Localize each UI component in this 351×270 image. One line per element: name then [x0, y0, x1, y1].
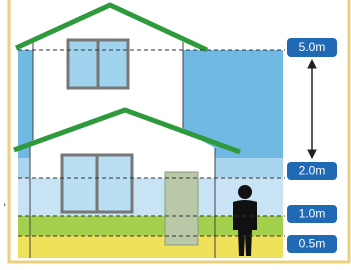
- lower-window: [62, 155, 132, 212]
- door: [165, 172, 198, 245]
- level-label: 2.0m: [299, 164, 326, 178]
- upper-window: [68, 40, 128, 88]
- flood-depth-diagram: 5.0m 2.0m 1.0m 0.5m ,: [0, 0, 351, 270]
- level-label: 0.5m: [299, 237, 326, 251]
- level-label: 1.0m: [299, 207, 326, 221]
- annotation: ,: [3, 194, 6, 208]
- level-label: 5.0m: [299, 40, 326, 54]
